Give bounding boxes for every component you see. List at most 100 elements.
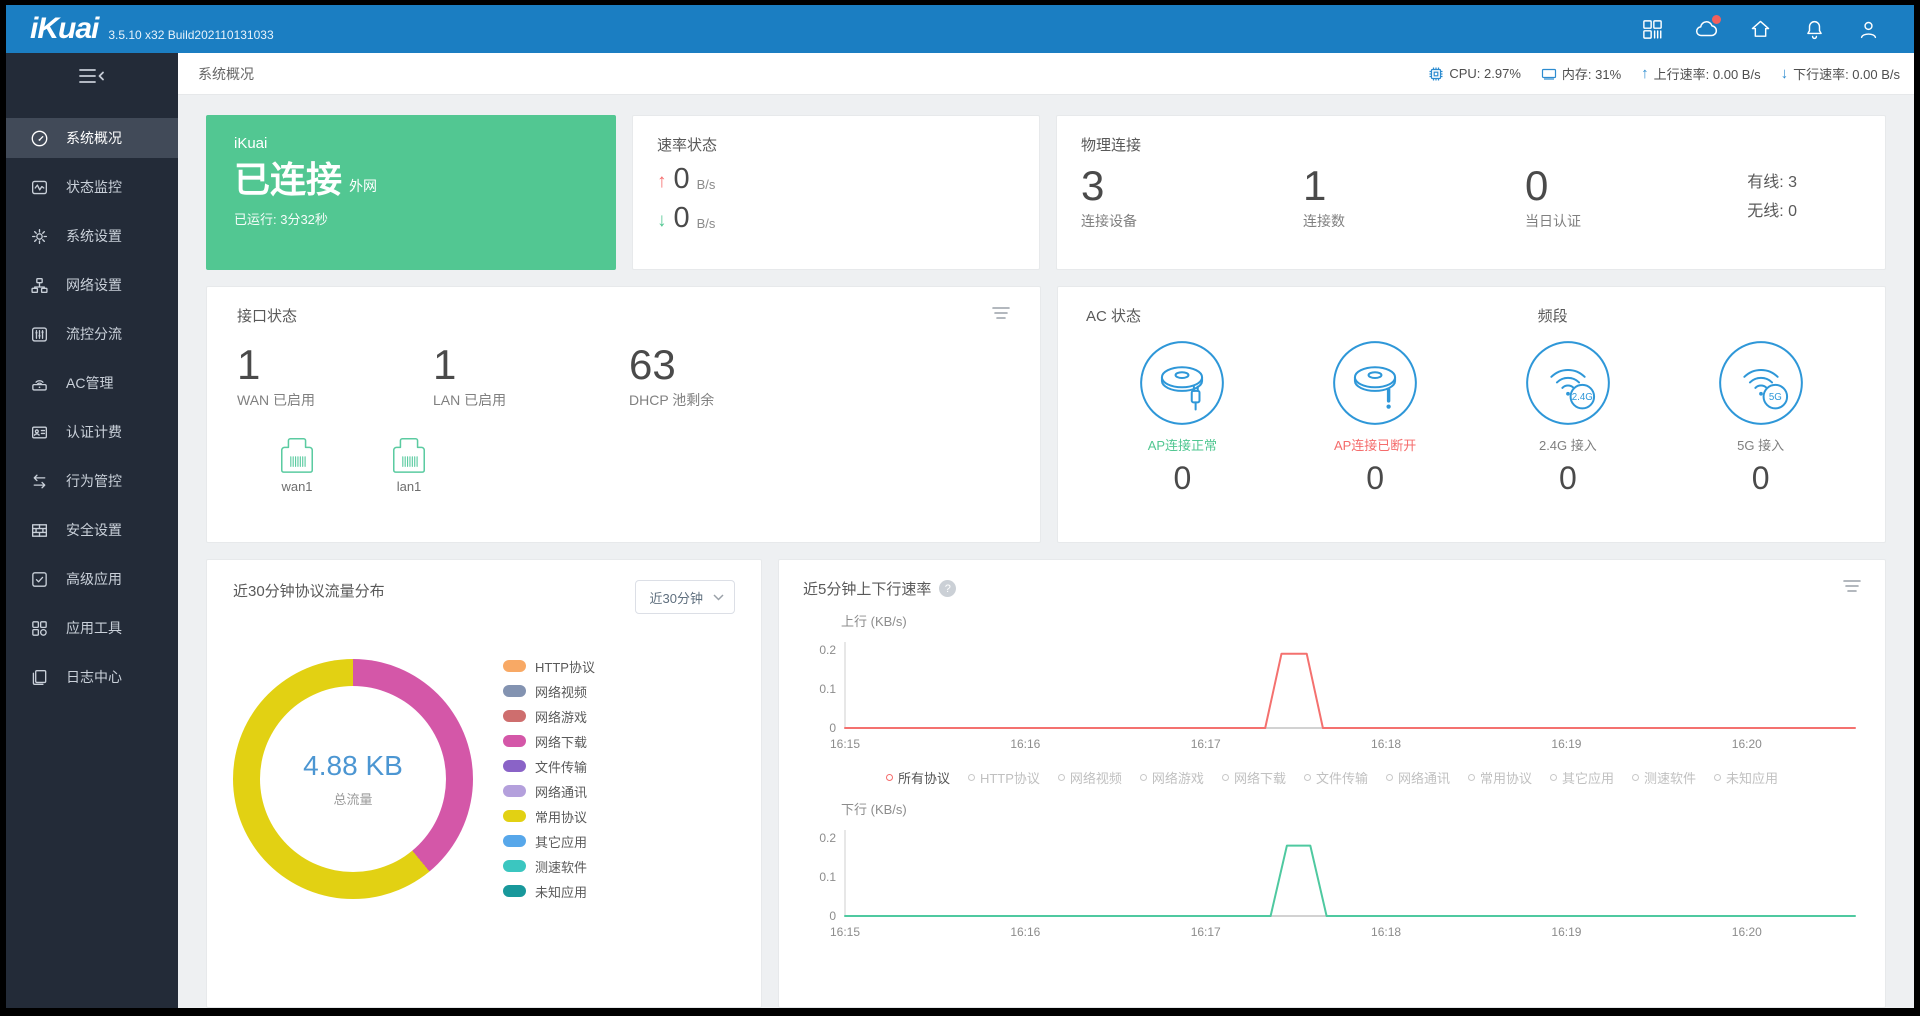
ethernet-port-icon <box>281 438 313 474</box>
svg-text:16:18: 16:18 <box>1371 737 1401 751</box>
svg-text:0.1: 0.1 <box>819 682 836 696</box>
bell-icon[interactable] <box>1802 17 1826 41</box>
checkbox-icon <box>32 571 47 587</box>
ac-item-count: 0 <box>1558 460 1577 496</box>
rate-status-title: 速率状态 <box>657 137 718 154</box>
rate-chart-legend: 所有协议 HTTP协议 网络视频 网络游戏 网络下载 文件传输 网络通讯 常用协议 其它应用 测速… <box>803 768 1861 787</box>
physical-stats: 3 连接设备 1 连接数 0 当日认证 <box>1081 162 1747 231</box>
time-range-select[interactable]: 近30分钟 <box>634 580 735 614</box>
home-icon[interactable] <box>1748 17 1772 41</box>
download-rate-chart: 0 0.1 0.2 16:15 16:16 16:17 16:18 16:19 16:20 <box>819 830 1856 939</box>
up-arrow-icon: ↑ <box>657 171 667 192</box>
connection-status-text: 已连接 <box>234 159 343 200</box>
rate-legend-label: HTTP协议 <box>979 771 1040 786</box>
legend-item-未知应用: 未知应用 <box>503 881 595 901</box>
up-arrow-icon: ↑ <box>1641 65 1649 82</box>
down-arrow-icon: ↓ <box>657 210 667 231</box>
protocol-legend: HTTP协议 网络视频 网络游戏 网络下载 文件传输 网络通讯 常用协议 其它应用 测速软件 未知… <box>503 656 595 901</box>
sidebar-item-应用工具[interactable]: 应用工具 <box>6 608 178 648</box>
topbar-icon-group <box>1640 15 1914 41</box>
legend-label: 网络下载 <box>535 734 588 750</box>
ac-item-5G 接入: 5G 5G 接入 0 <box>1664 340 1857 497</box>
rate-legend-label: 其它应用 <box>1562 771 1615 786</box>
sidebar-item-行为管控[interactable]: 行为管控 <box>6 461 178 501</box>
stat-value: 1 <box>237 341 261 388</box>
sidebar-item-认证计费[interactable]: 认证计费 <box>6 412 178 452</box>
chevron-down-icon <box>713 593 724 601</box>
ac-item-count: 0 <box>1751 460 1770 496</box>
svg-text:16:16: 16:16 <box>1010 925 1040 939</box>
donut-center: 4.88 KB 总流量 <box>260 685 446 872</box>
card-menu-icon[interactable] <box>1843 579 1861 598</box>
upload-rate-chart: 0 0.1 0.2 16:15 16:16 16:17 16:18 16:19 16:20 <box>819 642 1856 751</box>
memory-status: 内存: 31% <box>1541 64 1621 83</box>
legend-item-HTTP协议: HTTP协议 <box>503 656 595 676</box>
svg-text:0: 0 <box>829 909 836 923</box>
ap-disconnected-icon <box>1333 341 1417 425</box>
sidebar-item-日志中心[interactable]: 日志中心 <box>6 657 178 697</box>
ac-status-title: AC 状态 <box>1086 308 1142 325</box>
legend-item-网络通讯: 网络通讯 <box>503 781 595 801</box>
rate-legend-网络游戏[interactable]: 网络游戏 <box>1139 768 1204 787</box>
network-nodes-icon <box>31 277 48 293</box>
interface-stats: 1 WAN 已启用 1 LAN 已启用 63 DHCP 池剩余 <box>237 341 1010 410</box>
ikuai-logo: iKuai <box>30 12 99 45</box>
rate-legend-常用协议[interactable]: 常用协议 <box>1467 768 1532 787</box>
sidebar-item-label: 日志中心 <box>66 669 122 685</box>
card-menu-icon[interactable] <box>992 306 1010 325</box>
svg-text:16:20: 16:20 <box>1732 925 1762 939</box>
cloud-icon[interactable] <box>1694 15 1721 41</box>
port-wan1[interactable]: wan1 <box>241 434 353 494</box>
rate-legend-label: 网络下载 <box>1233 771 1286 786</box>
sidebar-item-AC管理[interactable]: AC管理 <box>6 363 178 403</box>
legend-label: 其它应用 <box>535 834 588 850</box>
rate-legend-网络通讯[interactable]: 网络通讯 <box>1385 768 1450 787</box>
rate-legend-测速软件[interactable]: 测速软件 <box>1632 768 1696 787</box>
ac-items: AP连接正常 0 AP连接已断开 0 2.4G 2.4G 接入 0 5G 5G 接入 0 <box>1086 340 1857 497</box>
sidebar-item-高级应用[interactable]: 高级应用 <box>6 559 178 599</box>
wifi-icon: 5G <box>1718 341 1803 425</box>
download-rate-row: ↓ 0 B/s <box>657 204 1015 233</box>
port-lan1[interactable]: lan1 <box>353 434 465 494</box>
sidebar-item-系统概况[interactable]: 系统概况 <box>6 118 178 158</box>
user-icon[interactable] <box>1856 17 1880 41</box>
legend-swatch <box>503 785 526 797</box>
cpu-value: CPU: 2.97% <box>1449 66 1521 81</box>
help-icon[interactable]: ? <box>939 580 957 597</box>
physical-stat: 3 连接设备 <box>1081 162 1303 231</box>
ac-item-status: 5G 接入 <box>1737 438 1785 453</box>
main-area: 系统概况 CPU: 2.97% 内存: 31% ↑ 上行速率: 0.00 B/s <box>178 53 1914 1008</box>
interface-stat: 63 DHCP 池剩余 <box>629 341 825 410</box>
legend-label: 测速软件 <box>535 859 588 875</box>
rate-legend-所有协议[interactable]: 所有协议 <box>885 768 950 787</box>
sidebar-item-label: 行为管控 <box>66 473 122 489</box>
sidebar-item-网络设置[interactable]: 网络设置 <box>6 265 178 305</box>
sidebar-item-label: 认证计费 <box>66 424 122 440</box>
rate-legend-网络下载[interactable]: 网络下载 <box>1221 768 1286 787</box>
sidebar-item-状态监控[interactable]: 状态监控 <box>6 167 178 207</box>
legend-item-网络游戏: 网络游戏 <box>503 706 595 726</box>
sidebar-collapse-icon[interactable] <box>6 53 178 99</box>
legend-item-网络下载: 网络下载 <box>503 731 595 751</box>
rate-legend-文件传输[interactable]: 文件传输 <box>1303 768 1368 787</box>
rate-legend-HTTP协议[interactable]: HTTP协议 <box>967 768 1040 787</box>
legend-item-测速软件: 测速软件 <box>503 856 595 876</box>
sidebar-item-安全设置[interactable]: 安全设置 <box>6 510 178 550</box>
rate-legend-网络视频[interactable]: 网络视频 <box>1057 768 1122 787</box>
sidebar-item-label: 流控分流 <box>66 326 122 342</box>
legend-swatch <box>503 885 526 897</box>
rate-legend-其它应用[interactable]: 其它应用 <box>1550 768 1614 787</box>
sidebar-item-流控分流[interactable]: 流控分流 <box>6 314 178 354</box>
rate-legend-未知应用[interactable]: 未知应用 <box>1714 768 1778 787</box>
legend-item-网络视频: 网络视频 <box>503 681 595 701</box>
interface-ports: wan1 lan1 <box>241 434 1010 494</box>
upload-axis-label: 上行 (KB/s) <box>841 614 907 629</box>
apps-icon[interactable] <box>1640 17 1664 41</box>
sidebar-item-系统设置[interactable]: 系统设置 <box>6 216 178 256</box>
sidebar-item-label: 安全设置 <box>66 522 122 538</box>
gear-icon <box>31 228 48 244</box>
svg-text:16:15: 16:15 <box>830 737 860 751</box>
interface-status-card: 接口状态 1 WAN 已启用 1 LAN 已启用 63 DHCP 池剩余 wan1 lan1 <box>206 286 1041 543</box>
svg-text:0.1: 0.1 <box>819 870 836 884</box>
svg-text:16:19: 16:19 <box>1551 925 1581 939</box>
